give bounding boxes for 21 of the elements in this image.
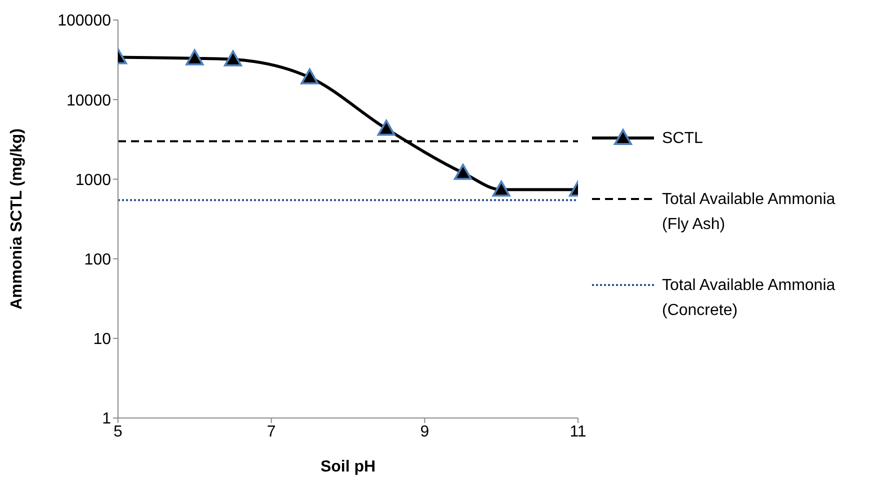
y-tick-label: 1	[102, 410, 112, 428]
legend-label: Total Available Ammonia (Concrete)	[662, 276, 836, 321]
y-axis-title: Ammonia SCTL (mg/kg)	[8, 128, 26, 310]
x-tick-label: 9	[420, 423, 430, 440]
x-tick-label: 5	[114, 423, 123, 440]
point	[454, 164, 472, 180]
y-tick-label: 10000	[66, 92, 112, 110]
y-tick-label: 100000	[58, 12, 112, 30]
x-tick-label: 11	[570, 423, 586, 440]
legend-label: SCTL	[662, 129, 704, 149]
point	[492, 180, 510, 197]
x-tick-label: 7	[266, 423, 276, 440]
x-axis-title: Soil pH	[320, 458, 376, 476]
point	[300, 68, 319, 84]
y-tick-label: 1000	[75, 172, 112, 189]
y-tick-label: 10	[93, 331, 112, 348]
point	[224, 50, 242, 66]
point	[377, 120, 396, 136]
point	[186, 49, 204, 66]
legend-label: Total Available Ammonia (Fly Ash)	[662, 190, 836, 235]
y-tick-label: 100	[84, 251, 112, 268]
